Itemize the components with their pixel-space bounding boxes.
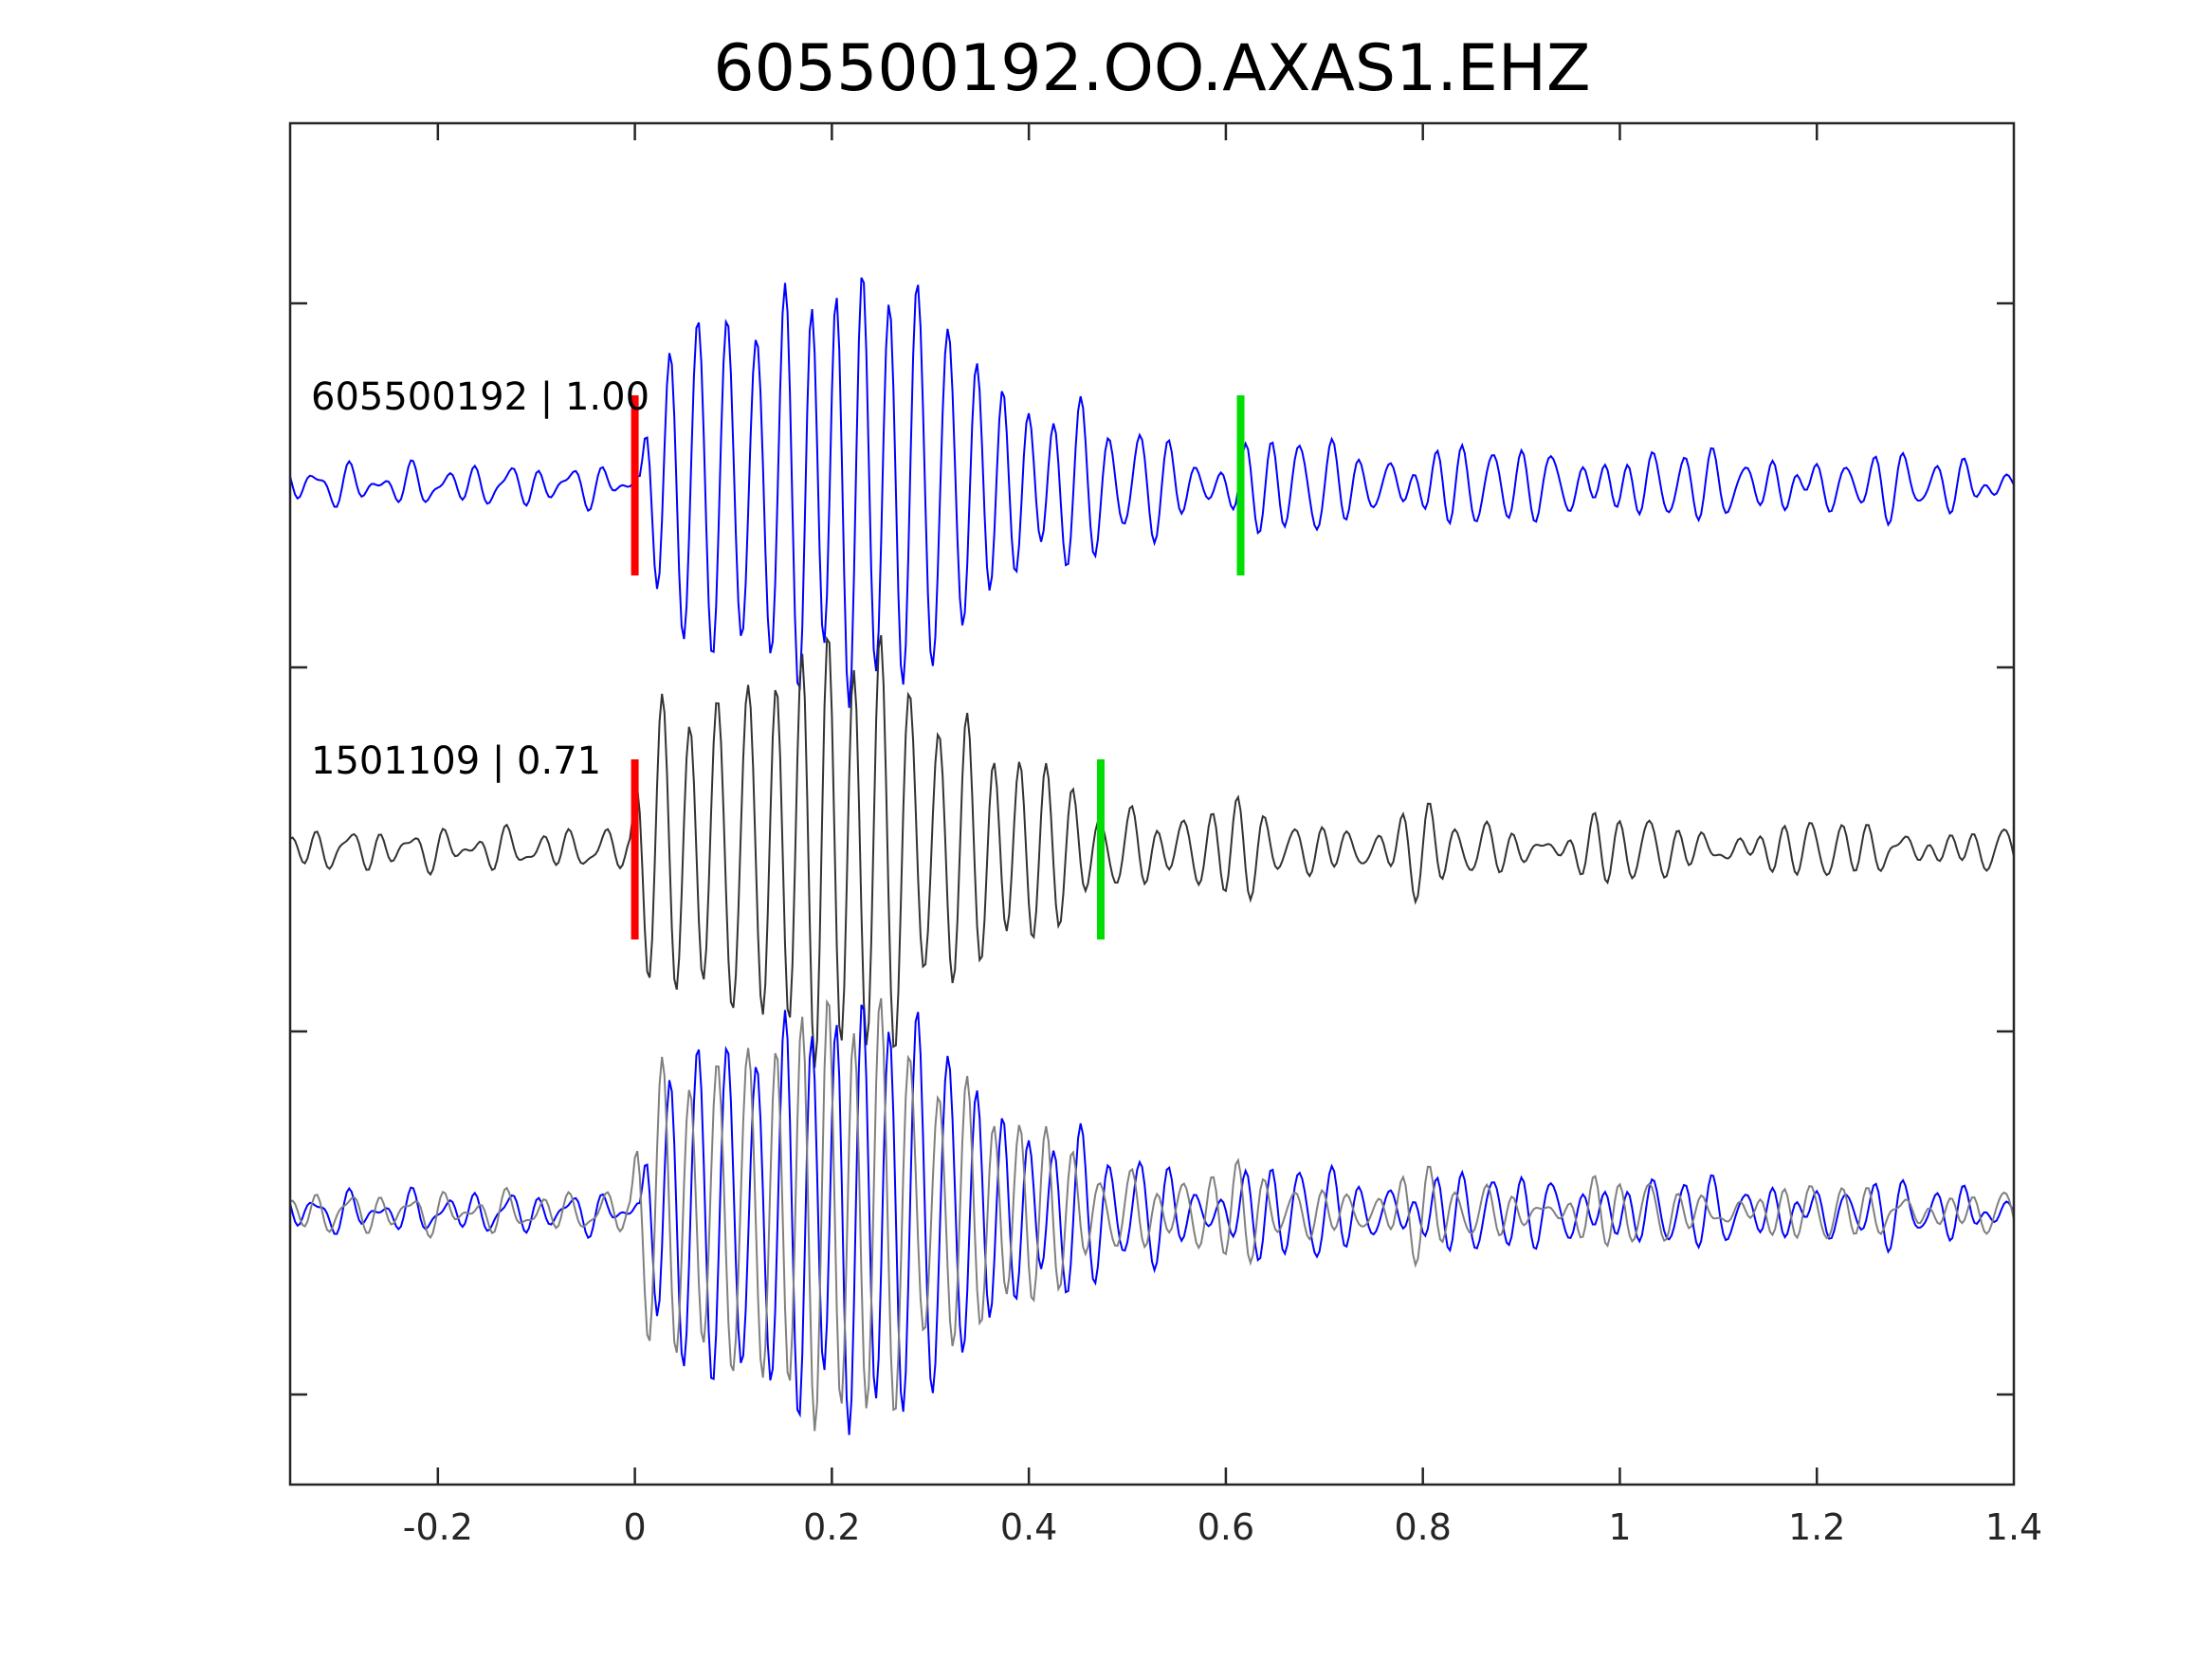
x-tick-label: 0.2 xyxy=(803,1506,860,1548)
y-axis-ticks xyxy=(290,301,2014,1396)
plot-frame xyxy=(288,121,2016,1486)
trace-line-3 xyxy=(289,997,2015,1431)
trace-label: 1501109 | 0.71 xyxy=(311,739,601,783)
x-tick-label: 1.2 xyxy=(1788,1506,1845,1548)
trace-line-2 xyxy=(289,1004,2015,1435)
traces-group xyxy=(289,277,2015,1435)
trace-labels-group: 605500192 | 1.00 1501109 | 0.71 xyxy=(311,375,649,783)
trace-line-1 xyxy=(289,634,2015,1068)
x-tick-label: 0.4 xyxy=(1000,1506,1057,1548)
trace-line-0 xyxy=(289,277,2015,708)
x-tick-label: -0.2 xyxy=(403,1506,473,1548)
trace-label: 605500192 | 1.00 xyxy=(311,375,649,419)
picks-group xyxy=(631,395,1245,939)
x-tick-label: 0.8 xyxy=(1394,1506,1451,1548)
x-tick-label: 1 xyxy=(1608,1506,1631,1548)
x-tick-label: 0 xyxy=(624,1506,647,1548)
x-axis-ticks: -0.2 0 0.2 0.4 0.6 0.8 1 1.2 1.4 xyxy=(403,123,2042,1548)
chart-title: 605500192.OO.AXAS1.EHZ xyxy=(713,31,1590,106)
x-tick-label: 1.4 xyxy=(1985,1506,2042,1548)
x-tick-label: 0.6 xyxy=(1197,1506,1254,1548)
